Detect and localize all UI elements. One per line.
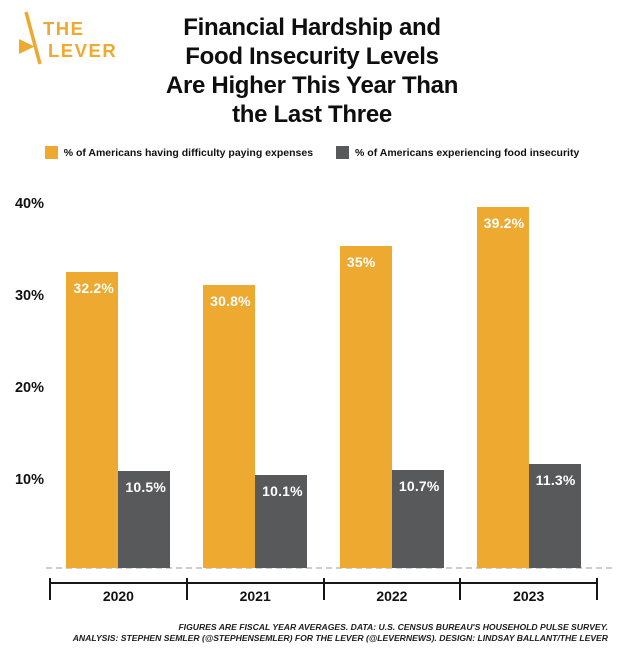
- bar-value-label: 10.7%: [398, 477, 440, 494]
- x-category-label-2020: 2020: [102, 588, 134, 604]
- bar-value-label: 39.2%: [483, 215, 525, 232]
- x-axis: 2020 2021 2022 2023: [49, 578, 598, 608]
- logo-text-lever: LEVER: [48, 40, 117, 61]
- y-tick-label-30: 30%: [14, 288, 44, 304]
- logo-text-the: THE: [43, 18, 85, 39]
- bar-value-label: 32.2%: [73, 279, 115, 296]
- bar-2022-series-1: 10.7%: [391, 469, 444, 568]
- x-axis-tick: [459, 578, 462, 600]
- y-tick-label-10: 10%: [14, 472, 44, 488]
- bar-value-label: 35%: [346, 254, 376, 270]
- legend-item-food-insecurity: % of Americans experiencing food insecur…: [336, 146, 579, 159]
- zero-baseline: [46, 567, 612, 569]
- expenses-series-swatch-icon: [44, 146, 58, 159]
- x-category-label-2023: 2023: [513, 588, 545, 604]
- bar-value-label: 10.1%: [262, 483, 303, 500]
- bar-chart-plot-area: 32.2% 10.5% 30.8% 10.1% 35% 10.7% 39.2% 11.3%: [46, 185, 612, 569]
- bar-2021-series-0: 30.8%: [203, 284, 256, 568]
- x-axis-tick: [596, 578, 598, 600]
- legend-label-expenses: % of Americans having difficulty paying …: [63, 146, 314, 159]
- bar-2023-series-1: 11.3%: [528, 464, 581, 568]
- y-tick-label-40: 40%: [14, 196, 44, 212]
- source-credits-line2: ANALYSIS: STEPHEN SEMLER (@STEPHENSEMLER…: [72, 632, 608, 643]
- x-category-label-2022: 2022: [376, 588, 408, 604]
- bar-value-label: 30.8%: [210, 292, 251, 309]
- x-category-label-2021: 2021: [239, 588, 271, 604]
- legend-label-food-insecurity: % of Americans experiencing food insecur…: [355, 146, 580, 159]
- source-credits: FIGURES ARE FISCAL YEAR AVERAGES. DATA: …: [73, 622, 608, 643]
- legend-item-expenses: % of Americans having difficulty paying …: [44, 146, 314, 159]
- x-axis-tick: [322, 578, 325, 600]
- lever-icon: [19, 11, 42, 65]
- source-credits-line1: FIGURES ARE FISCAL YEAR AVERAGES. DATA: …: [178, 622, 608, 632]
- bar-value-label: 11.3%: [535, 472, 576, 488]
- bar-2020-series-0: 32.2%: [66, 271, 119, 568]
- the-lever-logo: THE LEVER: [19, 11, 117, 65]
- bar-2023-series-0: 39.2%: [476, 207, 529, 568]
- bar-2020-series-1: 10.5%: [118, 471, 171, 568]
- chart-legend: % of Americans having difficulty paying …: [0, 146, 624, 159]
- x-axis-tick: [185, 578, 188, 600]
- food-insecurity-series-swatch-icon: [336, 146, 350, 159]
- y-axis-tick-labels: 10% 20% 30% 40%: [0, 185, 44, 568]
- page-title: Financial Hardship and Food Insecurity L…: [165, 14, 459, 128]
- bar-2022-series-0: 35%: [339, 246, 392, 568]
- bar-2021-series-1: 10.1%: [255, 475, 308, 568]
- x-axis-tick: [49, 578, 51, 600]
- y-tick-label-20: 20%: [14, 380, 44, 396]
- bar-value-label: 10.5%: [125, 479, 167, 496]
